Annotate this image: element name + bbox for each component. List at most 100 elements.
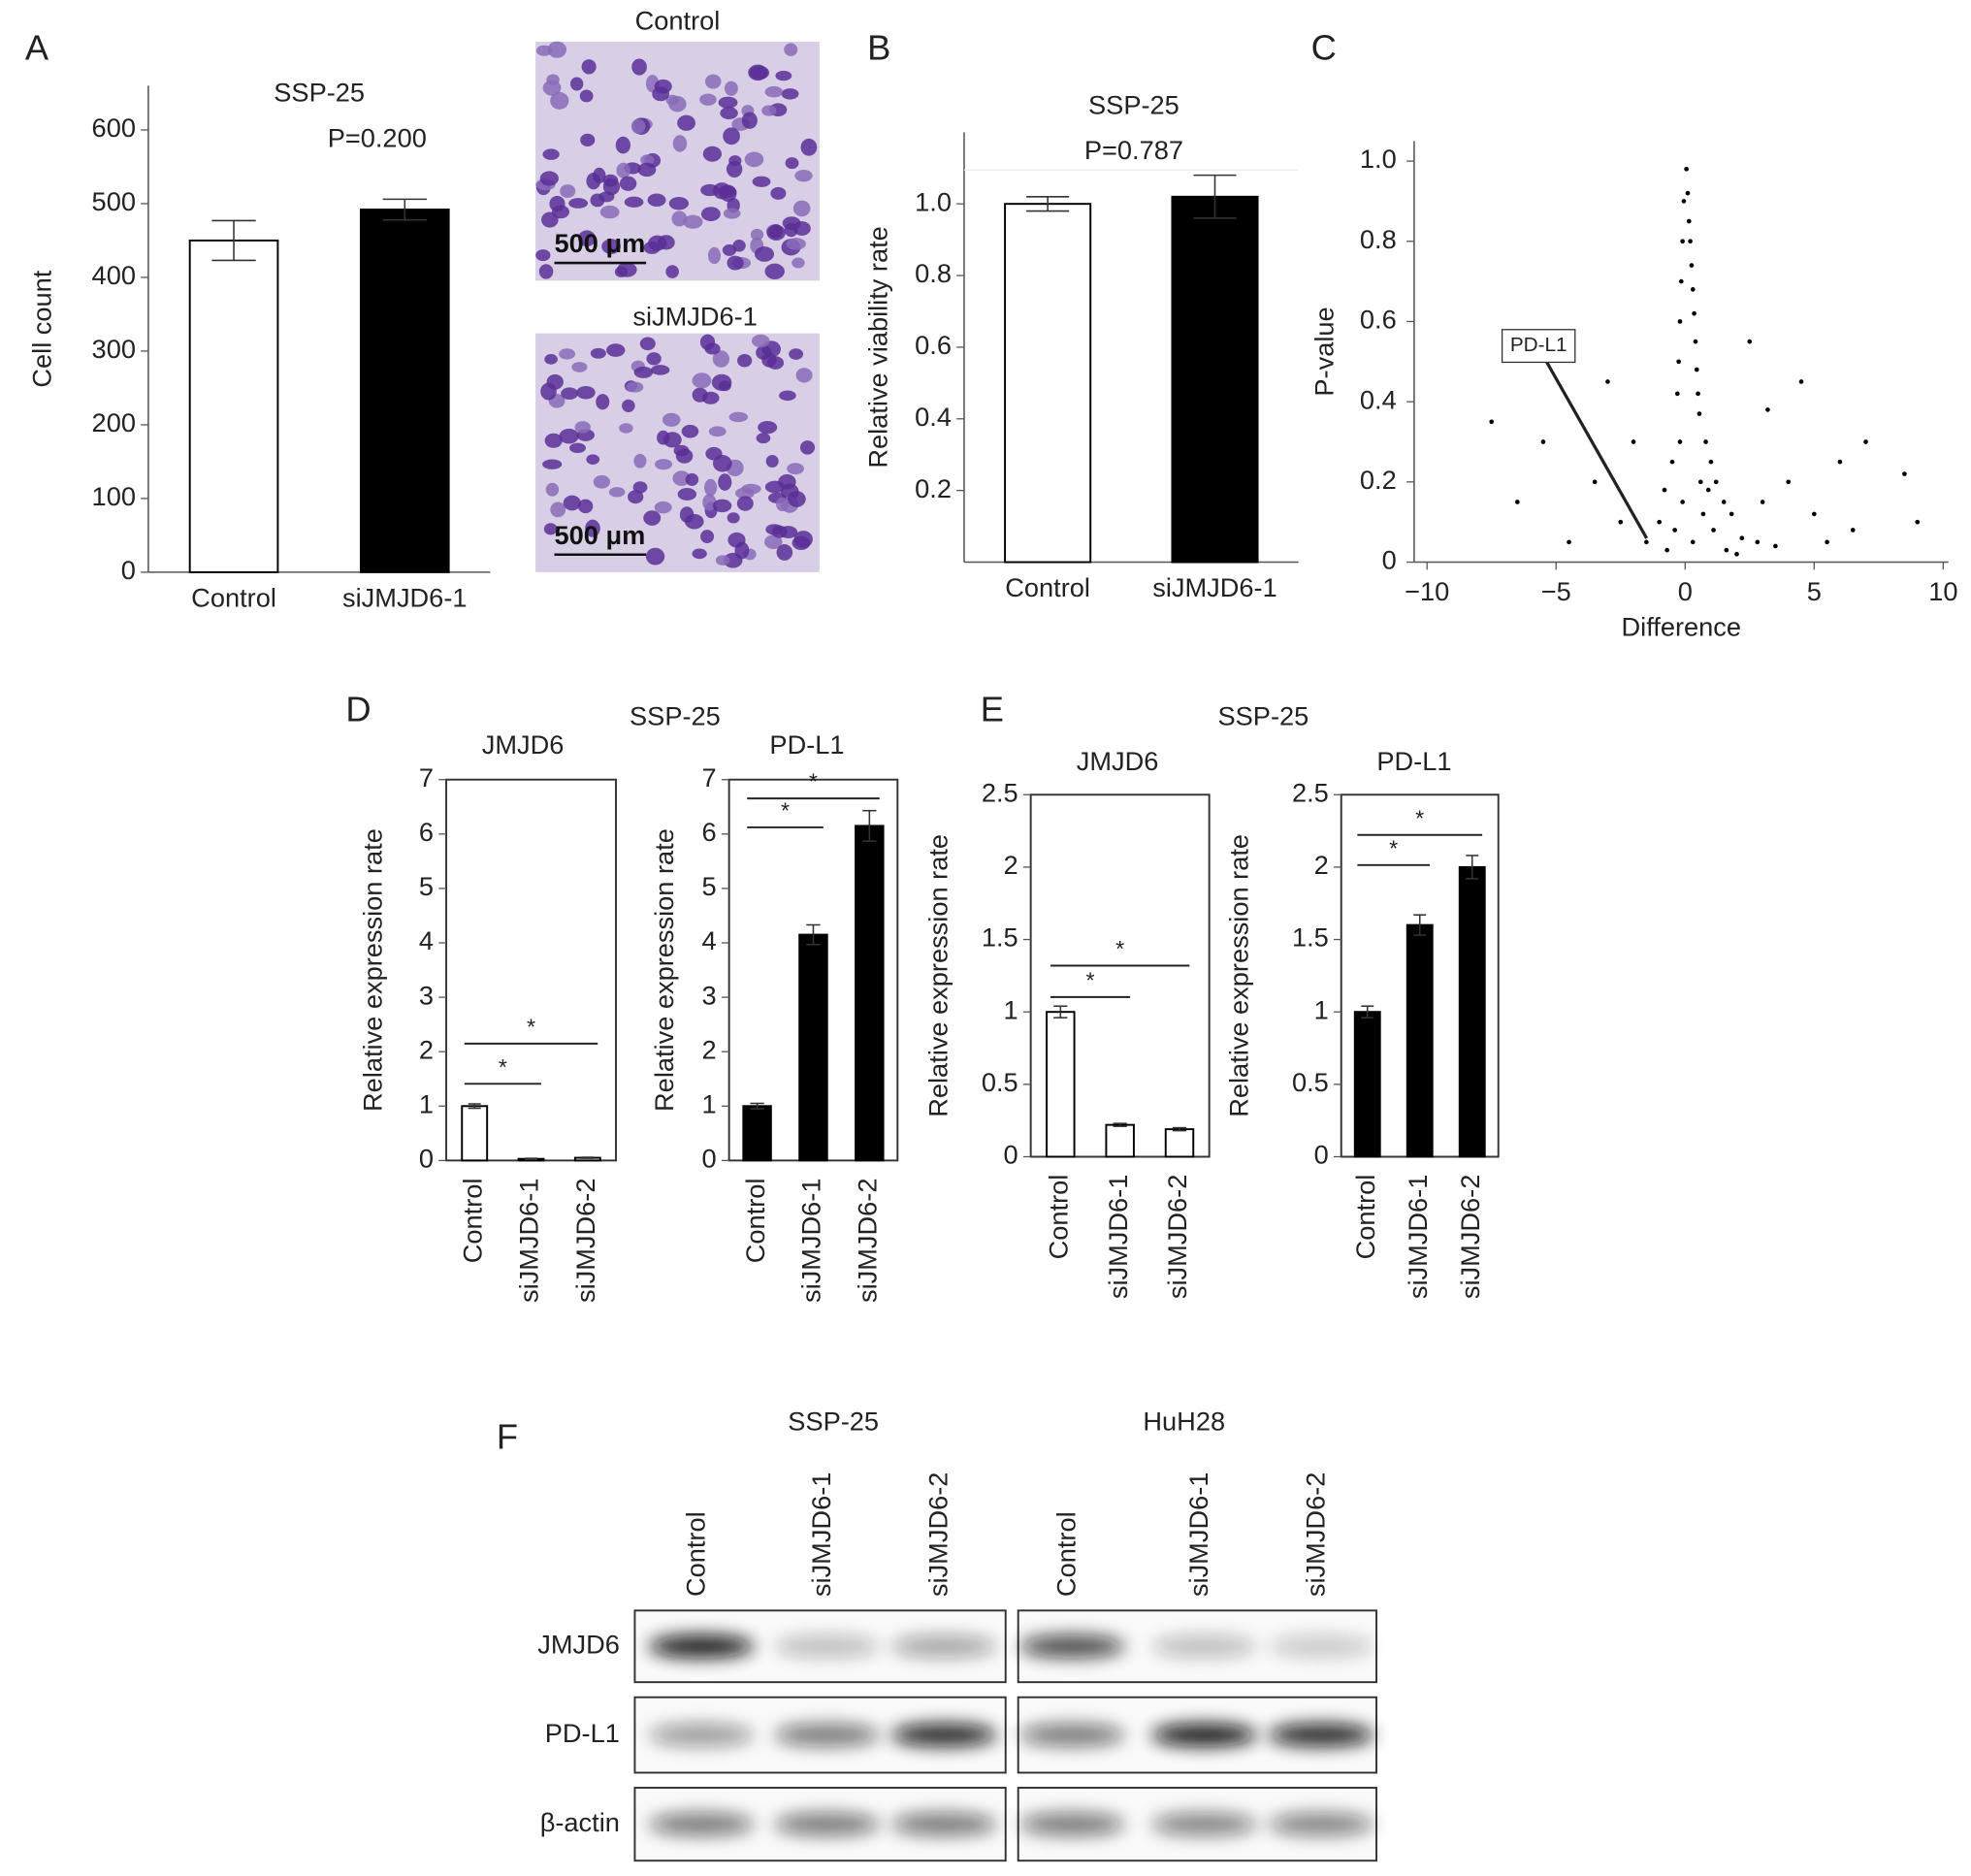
x-tick-label: siJMJD6-2 <box>570 1179 600 1303</box>
cell <box>577 499 594 514</box>
y-axis-label: Relative viability rate <box>862 226 892 468</box>
cell <box>763 534 783 550</box>
band <box>648 1723 755 1747</box>
protein-label: PD-L1 <box>545 1718 620 1748</box>
cell <box>619 176 637 191</box>
y-tick-label: 2.5 <box>982 777 1018 807</box>
x-tick-label: Control <box>1005 572 1090 602</box>
point <box>1694 367 1699 372</box>
point <box>1631 439 1636 444</box>
cell <box>542 459 563 469</box>
cell <box>718 473 732 491</box>
cell <box>662 432 682 448</box>
point <box>1739 535 1745 541</box>
lane-label: siJMJD6-1 <box>806 1472 836 1597</box>
y-tick-label: 6 <box>702 817 717 847</box>
y-tick-label: 0.8 <box>1360 224 1397 254</box>
cell <box>559 428 579 444</box>
cell <box>700 207 721 222</box>
point <box>1672 528 1677 533</box>
y-tick-label: 2 <box>419 1034 434 1064</box>
panel-label: E <box>981 689 1004 728</box>
cell <box>662 412 681 427</box>
point <box>1705 487 1711 493</box>
cell <box>712 455 732 472</box>
bar <box>1458 865 1486 1158</box>
cell <box>633 453 647 469</box>
cell <box>616 162 630 178</box>
cell <box>633 366 654 378</box>
lane-label: siJMJD6-2 <box>1300 1472 1330 1597</box>
point <box>1729 511 1734 517</box>
cell <box>577 230 597 247</box>
cell <box>756 433 771 444</box>
y-tick-label: 0.5 <box>1292 1067 1329 1097</box>
scale-bar-label: 500 μm <box>555 520 646 550</box>
cell <box>741 483 761 495</box>
cell <box>727 512 740 524</box>
cell <box>751 334 770 348</box>
y-tick-label: 1.0 <box>1360 144 1397 174</box>
cell <box>631 58 647 76</box>
significance-label: * <box>1115 936 1124 961</box>
cell <box>704 74 722 89</box>
cell <box>727 255 744 271</box>
cell <box>630 118 646 134</box>
cell <box>546 373 564 390</box>
group-title: SSP-25 <box>630 700 721 730</box>
cell <box>593 474 611 489</box>
cell <box>720 107 738 120</box>
y-tick-label: 1.5 <box>982 922 1018 953</box>
point <box>1515 500 1520 504</box>
y-tick-label: 1.5 <box>1292 922 1329 953</box>
cell <box>768 224 784 239</box>
point <box>1708 459 1714 465</box>
cell <box>650 365 670 375</box>
chart-title: SSP-25 <box>1088 90 1179 120</box>
chart-title: JMJD6 <box>482 729 565 760</box>
cell <box>761 105 777 116</box>
cell <box>786 238 806 250</box>
band <box>1268 1634 1374 1658</box>
chart-title: SSP-25 <box>274 78 365 108</box>
cell <box>692 548 707 560</box>
x-axis-label: Difference <box>1622 611 1742 641</box>
cell <box>648 235 667 251</box>
cell <box>568 198 589 209</box>
annotation: P=0.200 <box>328 122 427 152</box>
y-tick-label: 0.2 <box>915 473 952 503</box>
chart-title: PD-L1 <box>1376 746 1451 776</box>
scale-bar-label: 500 μm <box>555 228 646 258</box>
cell <box>700 530 715 544</box>
micrograph <box>535 333 820 572</box>
cell <box>789 348 804 360</box>
cell <box>560 184 576 199</box>
significance-label: * <box>1085 968 1094 993</box>
x-tick-label: siJMJD6-1 <box>342 583 467 613</box>
x-tick-label: 5 <box>1807 576 1822 606</box>
cell <box>614 266 629 277</box>
x-tick-label: siJMJD6-1 <box>796 1179 826 1303</box>
band <box>1268 1723 1374 1747</box>
cell <box>718 96 738 109</box>
band <box>890 1723 997 1747</box>
band <box>1018 1723 1125 1747</box>
point <box>1681 199 1687 204</box>
cell <box>606 343 626 357</box>
cell <box>671 210 688 227</box>
point <box>1678 278 1684 284</box>
cell <box>608 487 626 498</box>
point <box>1664 547 1669 553</box>
y-tick-label: 0.4 <box>1360 384 1397 414</box>
y-tick-label: 2 <box>702 1034 717 1064</box>
cell <box>703 478 718 497</box>
group-title: SSP-25 <box>1218 700 1309 730</box>
cell <box>765 524 784 535</box>
cell-line-label: SSP-25 <box>788 1406 879 1436</box>
bar <box>359 209 450 573</box>
cell <box>668 96 687 113</box>
cell <box>724 81 738 96</box>
point <box>1674 391 1680 397</box>
cell <box>675 448 694 464</box>
